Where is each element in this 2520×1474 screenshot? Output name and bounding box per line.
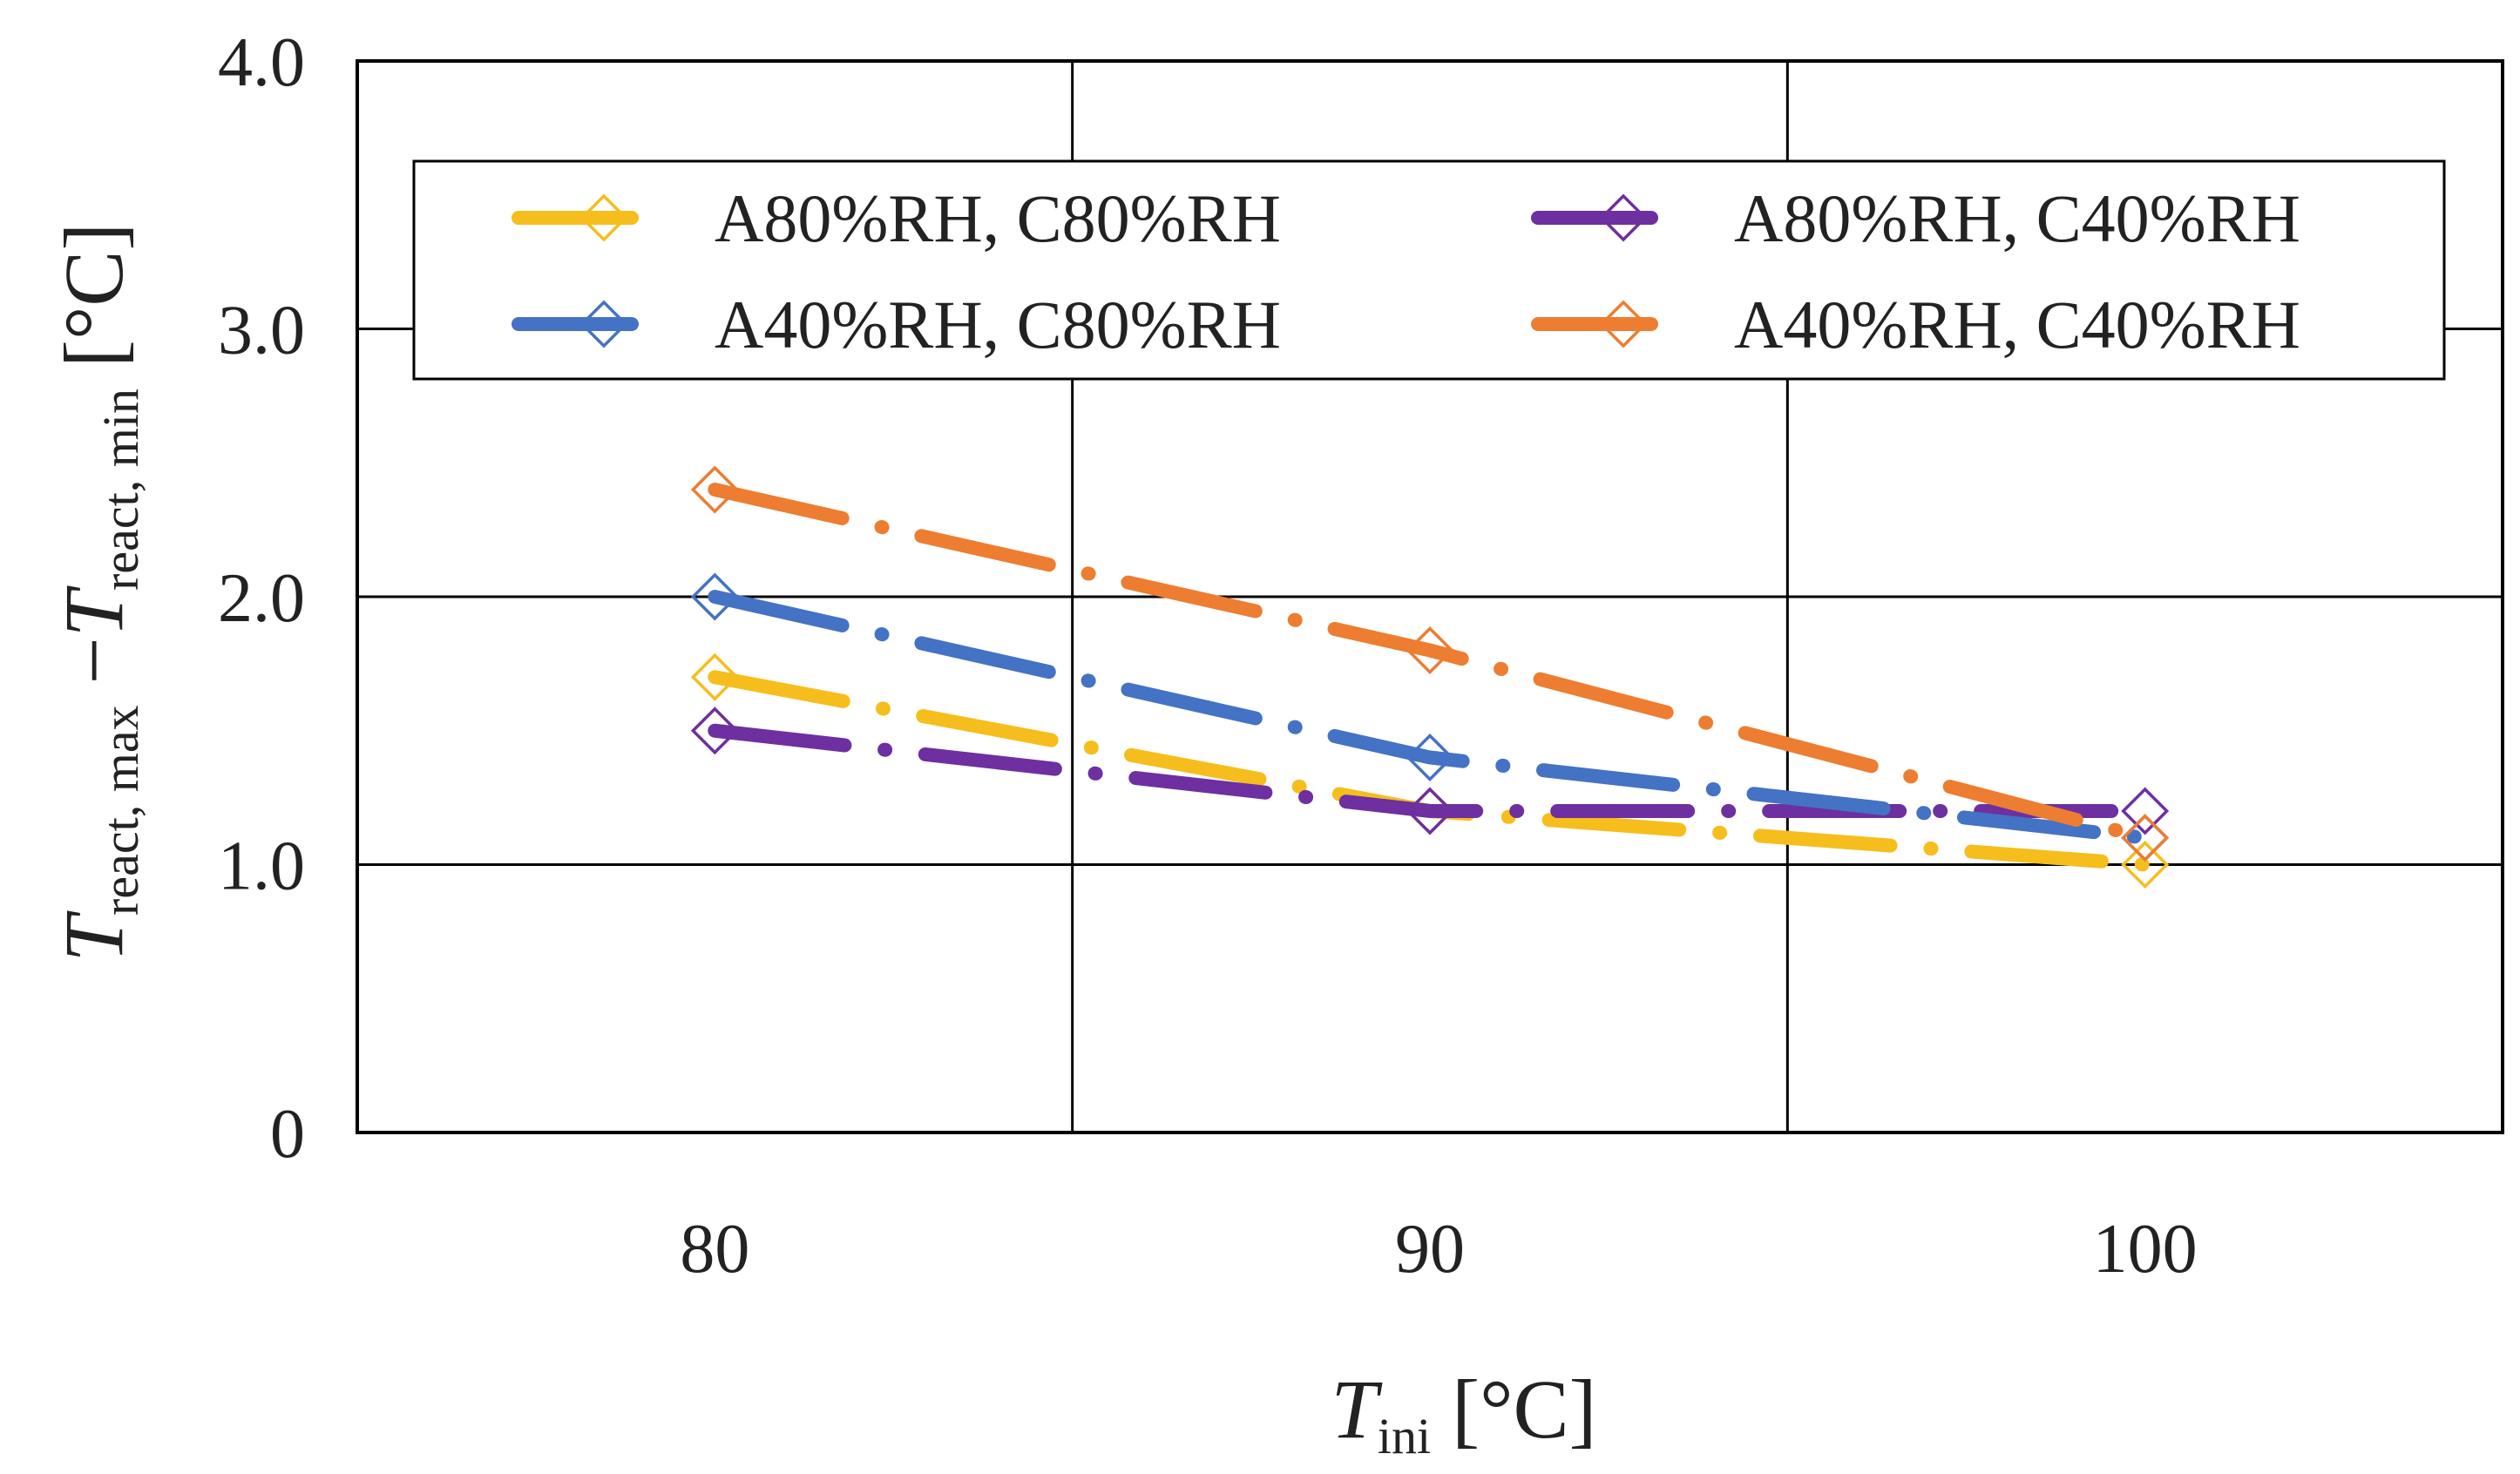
y-tick-label: 0 [270,1096,305,1173]
legend-marker [579,300,628,348]
y-axis-title: Treact, max −Treact, min [°C] [47,223,149,963]
x-tick-label: 100 [2093,1211,2198,1288]
x-tick-label: 90 [1395,1211,1465,1288]
legend-marker [1599,300,1648,348]
legend-label: A80%RH, C80%RH [715,180,1281,256]
data-point [1406,734,1454,781]
data-point [690,572,739,621]
legend-label: A40%RH, C40%RH [1734,287,2300,362]
data-point [690,707,739,755]
series-layer [690,465,2170,889]
tick-labels: 0 1.0 2.0 3.0 4.0 80 90 100 [218,24,2198,1288]
data-point [690,652,739,701]
x-axis-title: Tini [°C] [1331,1362,1597,1464]
plot-frame [356,59,2504,1134]
legend-item: A80%RH, C80%RH [511,180,1281,256]
legend-marker [1599,193,1648,242]
x-tick-label: 80 [680,1211,749,1288]
series-line [708,723,2152,818]
series-line [708,483,2152,845]
legend-label: A40%RH, C80%RH [715,287,1281,362]
series-line [708,590,2152,845]
data-point [1406,626,1454,674]
legend-item: A80%RH, C40%RH [1531,180,2300,256]
y-tick-label: 4.0 [218,24,305,101]
series-4 [690,465,2170,862]
y-tick-label: 2.0 [218,560,305,637]
legend-item: A40%RH, C40%RH [1531,287,2300,362]
y-tick-label: 3.0 [218,293,305,369]
y-tick-label: 1.0 [218,828,305,905]
legend-marker [579,193,628,242]
data-point [1406,787,1454,835]
series-2 [690,707,2170,835]
data-point [2121,787,2170,835]
series-line [708,670,2152,872]
series-1 [690,652,2170,889]
legend-label: A80%RH, C40%RH [1734,180,2300,256]
legend-box [412,159,2446,381]
legend: A80%RH, C80%RH A80%RH, C40%RH A40%RH, C80%… [412,159,2446,381]
legend-item: A40%RH, C80%RH [511,287,1281,362]
data-point [2121,841,2170,889]
data-point [690,465,739,514]
data-point [2121,814,2170,862]
